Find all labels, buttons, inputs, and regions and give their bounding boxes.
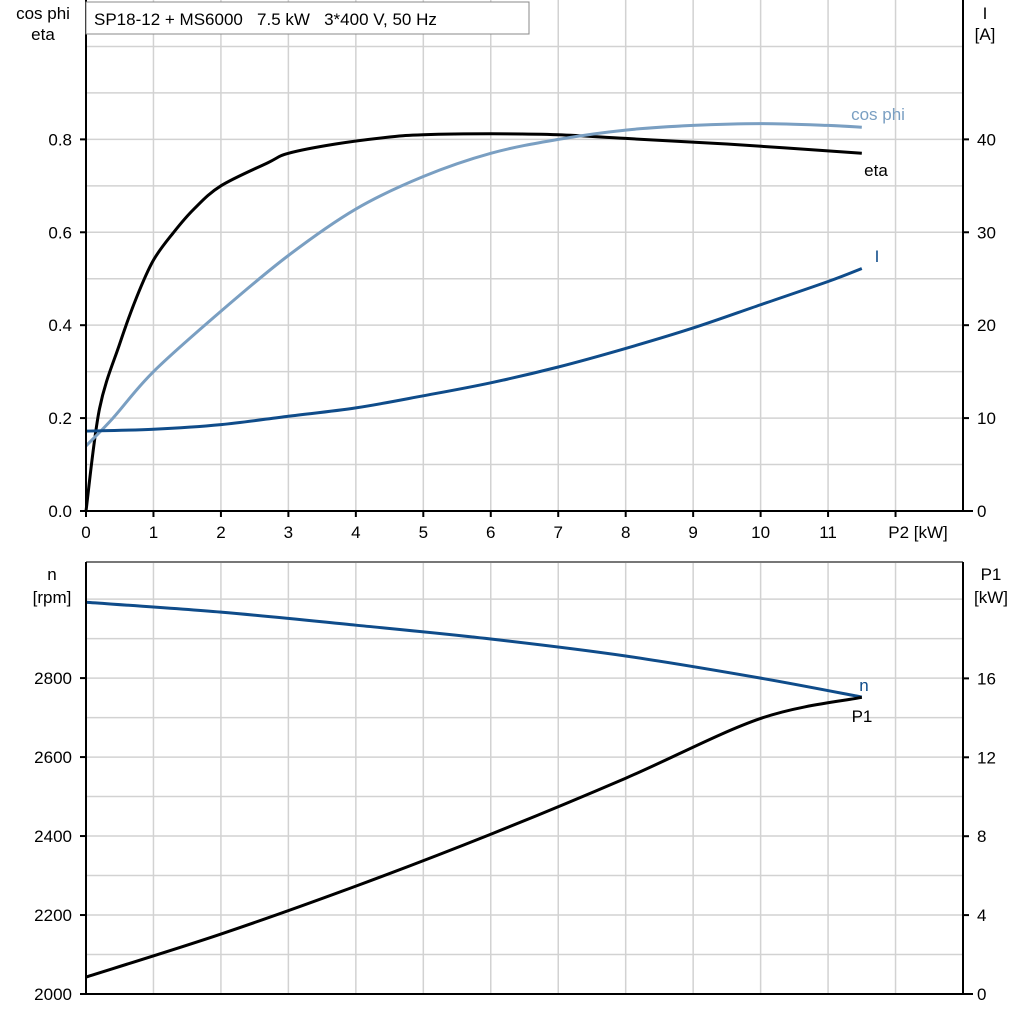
y-left-tick-label: 0.0 [48,502,72,521]
x-tick-label: 3 [284,523,293,542]
y-right-tick-label: 40 [977,130,996,149]
series-line-n [85,600,863,699]
y-left-tick-label: 2600 [34,748,72,767]
y-right-tick-label: 16 [977,669,996,688]
y-right-tick-label: 0 [977,985,986,1004]
y-right-tick-label: 12 [977,748,996,767]
series-label-n: n [859,676,868,695]
y-right-tick-label: 8 [977,827,986,846]
x-axis-label: P2 [kW] [888,523,948,542]
y-right-label-kw: [kW] [974,588,1008,607]
y-left-tick-label: 0.8 [48,130,72,149]
y-right-tick-label: 20 [977,316,996,335]
y-left-tick-label: 0.2 [48,409,72,428]
y-left-label-rpm: [rpm] [33,588,72,607]
series-line-i [85,267,863,433]
x-tick-label: 0 [81,523,90,542]
x-tick-label: 1 [149,523,158,542]
x-tick-label: 2 [216,523,225,542]
y-right-label-p1: P1 [981,565,1002,584]
y-left-tick-label: 2800 [34,669,72,688]
series-label-p1: P1 [852,707,873,726]
y-right-label-i: I [983,4,988,23]
series-label-cosphi: cos phi [851,105,905,124]
series-label-eta: eta [864,161,888,180]
y-left-tick-label: 2200 [34,906,72,925]
y-right-tick-label: 30 [977,223,996,242]
title-box [85,1,530,35]
y-left-label-cosphi: cos phi [16,4,70,23]
x-tick-label: 8 [621,523,630,542]
y-left-tick-label: 0.4 [48,316,72,335]
y-right-tick-label: 0 [977,502,986,521]
y-left-label-eta: eta [31,25,55,44]
x-tick-label: 4 [351,523,360,542]
y-left-tick-label: 0.6 [48,223,72,242]
x-tick-label: 10 [751,523,770,542]
x-tick-label: 7 [553,523,562,542]
series-line-cos-phi [84,122,862,448]
x-tick-label: 6 [486,523,495,542]
series-line-eta [84,132,862,512]
y-left-tick-label: 2400 [34,827,72,846]
y-right-tick-label: 4 [977,906,986,925]
x-tick-label: 9 [688,523,697,542]
y-left-label-n: n [47,565,56,584]
chart-title: SP18-12 + MS6000 7.5 kW 3*400 V, 50 Hz [94,10,437,29]
y-right-tick-label: 10 [977,409,996,428]
series-label-i: I [875,247,880,266]
series-line-p1 [85,695,863,979]
y-right-label-a: [A] [975,25,996,44]
x-tick-label: 5 [419,523,428,542]
y-left-tick-label: 2000 [34,985,72,1004]
x-tick-label: 11 [819,523,837,542]
